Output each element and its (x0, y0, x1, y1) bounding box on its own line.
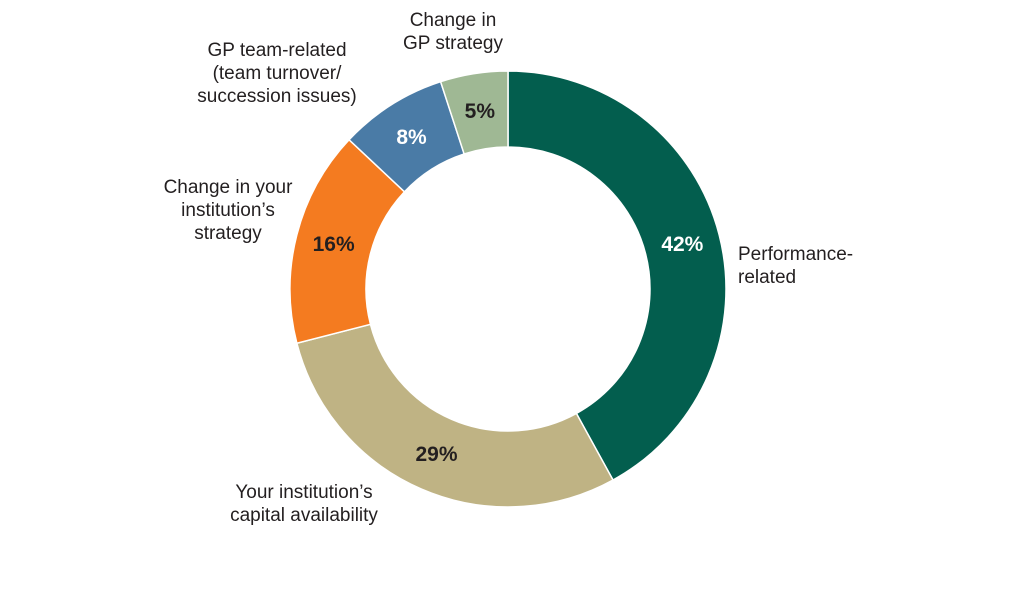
slice-value-label: 16% (313, 233, 355, 256)
slice-value-label: 5% (465, 100, 496, 123)
slice-category-label: Change in your institution’s strategy (164, 177, 294, 244)
slice-category-label: Performance-related (738, 244, 853, 288)
category-label-line: GP strategy (403, 33, 503, 54)
slice-category-label: GP team-related (team turnover/succession… (197, 40, 356, 107)
category-label-line: GP team-related (207, 40, 346, 61)
donut-slice-5 (439, 70, 509, 155)
donut-slice-2 (295, 323, 615, 508)
category-label-line: Your institution’s (235, 482, 372, 503)
slice-category-label: Change in GP strategy (403, 10, 503, 54)
category-label-line: capital availability (230, 505, 378, 526)
slice-value-label: 8% (396, 126, 427, 149)
category-label-line: Change in your (164, 177, 294, 198)
category-label-line: Change in (410, 10, 497, 31)
category-label-line: strategy (194, 223, 262, 244)
category-label-line: (team turnover/ (213, 63, 343, 84)
donut-slice-1 (507, 70, 727, 482)
slice-value-label: 29% (415, 443, 457, 466)
category-label-line: succession issues) (197, 86, 356, 107)
category-label-line: Performance- (738, 244, 853, 265)
slice-category-label: Your institution’s capital availability (230, 482, 378, 526)
category-label-line: institution’s (181, 200, 275, 221)
category-label-line: related (738, 267, 796, 288)
slice-value-label: 42% (661, 233, 703, 256)
